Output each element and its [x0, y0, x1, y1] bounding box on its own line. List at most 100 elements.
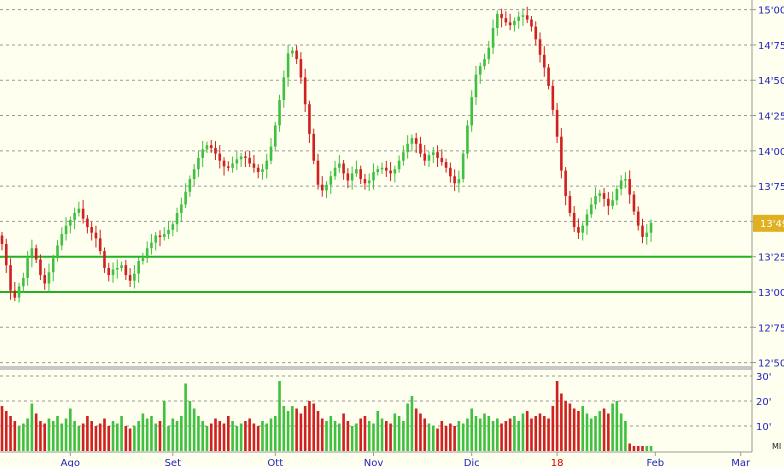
- candle: [628, 170, 631, 204]
- candle-body: [39, 259, 42, 276]
- candle-body: [98, 238, 102, 252]
- candle-body: [282, 77, 286, 100]
- candle-body: [645, 232, 649, 237]
- candle: [244, 151, 247, 168]
- last-price-marker: 13'49: [753, 214, 784, 232]
- candle: [436, 145, 439, 168]
- candle: [167, 221, 170, 240]
- candle: [124, 259, 128, 280]
- volume-bar: [239, 423, 243, 451]
- volume-bar: [98, 423, 102, 451]
- candle: [457, 170, 461, 193]
- candle: [402, 145, 405, 166]
- volume-bar: [4, 411, 8, 451]
- candle-body: [359, 169, 362, 180]
- candle: [56, 240, 59, 262]
- candle-body: [188, 179, 192, 192]
- volume-bar: [632, 446, 636, 451]
- candle: [120, 261, 123, 272]
- candle: [449, 162, 452, 183]
- panel-divider[interactable]: [0, 366, 752, 370]
- candle: [26, 251, 29, 286]
- candle-body: [397, 160, 401, 170]
- candle-body: [385, 167, 388, 171]
- candle-body: [269, 146, 273, 161]
- volume-bar: [252, 423, 256, 451]
- candle-body: [124, 265, 128, 276]
- candle: [363, 173, 367, 190]
- candle-body: [90, 227, 93, 233]
- candle-body: [180, 204, 183, 213]
- volume-bar: [431, 426, 435, 451]
- volume-bar: [602, 408, 606, 451]
- candle: [632, 191, 636, 216]
- candle-body: [598, 193, 602, 196]
- volume-bar: [406, 403, 409, 451]
- volume-bar: [466, 418, 469, 451]
- candle-body: [86, 218, 89, 228]
- candle-body: [4, 244, 8, 266]
- candle-body: [564, 170, 567, 196]
- candle: [30, 239, 34, 268]
- support-lines: [0, 255, 752, 293]
- volume-unit-label: MI: [772, 442, 781, 451]
- candle-body: [594, 196, 597, 205]
- candle: [291, 47, 294, 57]
- price-axis-labels: 15'000 14'750 14'500 14'250 14'000 13'750 13'2…: [752, 6, 784, 370]
- price-tick-label: 13'000: [758, 288, 784, 299]
- candle: [201, 140, 204, 168]
- candle: [248, 150, 251, 168]
- time-tick-label: Ott: [267, 458, 283, 467]
- candle-body: [346, 173, 350, 181]
- candle-body: [43, 275, 46, 284]
- volume-bar: [624, 421, 627, 451]
- candle-body: [115, 268, 119, 270]
- candle: [98, 229, 102, 255]
- candle: [312, 128, 316, 165]
- candle-body: [491, 28, 495, 48]
- candle: [218, 145, 222, 169]
- candle: [619, 175, 623, 196]
- candle-body: [107, 268, 111, 276]
- volume-bar: [376, 411, 380, 451]
- volume-bar: [397, 416, 401, 451]
- candle-body: [13, 290, 17, 298]
- candle: [453, 169, 456, 192]
- volume-bar: [303, 406, 307, 451]
- volume-bar: [496, 418, 499, 451]
- candle: [470, 90, 473, 132]
- candle: [636, 206, 640, 231]
- candle: [602, 187, 606, 207]
- volume-bar: [218, 421, 222, 451]
- candle-body: [521, 15, 525, 17]
- candle: [320, 176, 324, 197]
- candle: [478, 62, 482, 84]
- candle: [137, 257, 140, 283]
- candle: [440, 149, 444, 166]
- volume-bar: [222, 423, 226, 451]
- candle: [64, 217, 68, 241]
- volume-bar: [34, 413, 38, 451]
- volume-bar: [389, 423, 392, 451]
- candle-body: [133, 273, 136, 281]
- candle: [231, 156, 234, 173]
- volume-bar: [51, 421, 55, 451]
- candle: [175, 207, 179, 232]
- volume-bar: [530, 418, 533, 451]
- candle-body: [534, 26, 538, 40]
- volume-bar: [628, 443, 631, 451]
- candle-body: [325, 184, 328, 191]
- candle-body: [252, 163, 256, 168]
- last-price-label: 13'49: [760, 219, 784, 230]
- volume-bar: [517, 421, 520, 451]
- candle-body: [34, 248, 38, 260]
- candle-body: [449, 167, 452, 177]
- volume-bar: [278, 381, 281, 451]
- volume-series: [0, 381, 653, 451]
- candle: [585, 209, 589, 235]
- candle: [560, 128, 563, 179]
- candle: [256, 164, 260, 179]
- volume-bar: [56, 416, 59, 451]
- volume-bar: [22, 423, 25, 451]
